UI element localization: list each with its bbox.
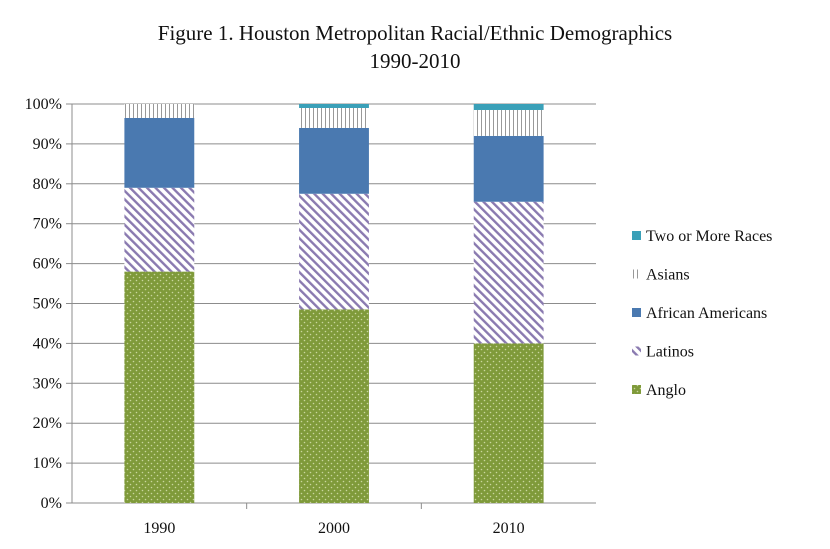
bar-segment-african-americans-2010 (473, 135, 544, 202)
y-tick-label: 90% (33, 136, 62, 153)
y-tick-label: 80% (33, 176, 62, 193)
bar-segment-two-or-more-races-2010 (473, 104, 544, 110)
bar-segment-asians-2010 (473, 109, 544, 136)
y-tick-label: 0% (41, 495, 62, 512)
y-tick-label: 20% (33, 415, 62, 432)
bar-segment-two-or-more-races-2000 (299, 104, 369, 108)
legend-swatch-latinos (632, 346, 641, 356)
bar-segment-asians-1990 (124, 104, 195, 118)
y-tick-label: 50% (33, 296, 62, 313)
legend-label-asians: Asians (646, 267, 690, 284)
legend-label-anglo: Anglo (646, 382, 686, 399)
bar-segment-anglo-1990 (124, 271, 195, 503)
bar-segment-latinos-2010 (473, 201, 544, 344)
legend-swatch-african-americans (632, 308, 641, 317)
bar-segment-asians-2000 (299, 107, 369, 128)
legend: Two or More Races Asians African Americans… (632, 228, 772, 399)
legend-label-latinos: Latinos (646, 344, 694, 361)
bar-segment-african-americans-1990 (124, 117, 195, 188)
y-tick-label: 40% (33, 335, 62, 352)
bar-segment-latinos-2000 (299, 193, 369, 310)
bar-segment-anglo-2010 (473, 343, 544, 503)
chart-title: Figure 1. Houston Metropolitan Racial/Et… (158, 21, 672, 45)
y-tick-label: 60% (33, 256, 62, 273)
legend-label-african-americans: African Americans (646, 305, 767, 322)
chart-subtitle: 1990-2010 (370, 49, 461, 73)
x-tick-label: 1990 (143, 520, 175, 537)
bar-segment-anglo-2000 (299, 309, 369, 503)
legend-label-two-or-more-races: Two or More Races (646, 228, 772, 245)
y-tick-label: 70% (33, 216, 62, 233)
x-tick-label: 2010 (493, 520, 525, 537)
legend-swatch-asians (632, 269, 641, 279)
x-tick-label: 2000 (318, 520, 350, 537)
y-tick-label: 100% (25, 96, 62, 113)
legend-swatch-anglo (632, 385, 641, 394)
y-tick-label: 30% (33, 375, 62, 392)
bar-segment-latinos-1990 (124, 187, 195, 272)
y-tick-label: 10% (33, 455, 62, 472)
legend-swatch-two-or-more-races (632, 231, 641, 240)
bars (124, 104, 544, 503)
bar-segment-african-americans-2000 (299, 127, 369, 194)
